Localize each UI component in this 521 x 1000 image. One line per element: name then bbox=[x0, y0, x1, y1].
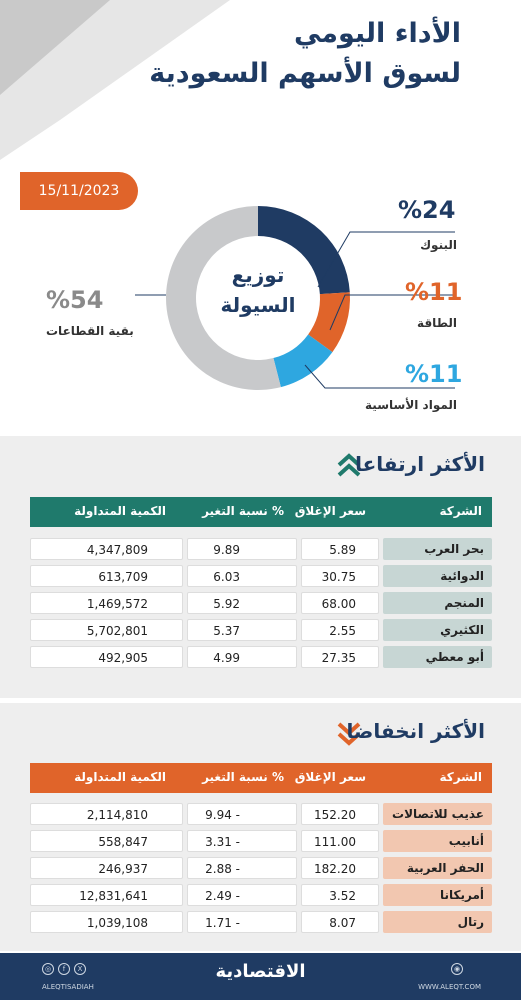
leader-line-materials bbox=[304, 364, 455, 389]
cell-company: رتال bbox=[383, 911, 492, 933]
cell-volume: 1,039,108 bbox=[30, 911, 183, 933]
arrow-up-icon bbox=[337, 453, 361, 477]
slice-value-materials: %11 bbox=[405, 360, 463, 388]
date-badge: 15/11/2023 bbox=[20, 172, 138, 210]
table-row: 12,831,641 2.49 -3.52 أمريكانا bbox=[30, 884, 492, 906]
gainers-table-header: الشركة سعر الإغلاق نسبة التغير % الكمية … bbox=[30, 497, 492, 527]
cell-volume: 613,709 bbox=[30, 565, 183, 587]
cell-company: أنابيب bbox=[383, 830, 492, 852]
header-decoration bbox=[0, 0, 230, 160]
losers-title: الأكثر انخفاضا bbox=[346, 719, 485, 743]
cell-company: بحر العرب bbox=[383, 538, 492, 560]
cell-volume: 246,937 bbox=[30, 857, 183, 879]
cell-close: 5.89 bbox=[301, 538, 379, 560]
cell-company: الكثيري bbox=[383, 619, 492, 641]
footer-website[interactable]: WWW.ALEQT.COM bbox=[418, 983, 481, 991]
cell-change: 9.94 - bbox=[187, 803, 297, 825]
cell-volume: 1,469,572 bbox=[30, 592, 183, 614]
slice-value-energy: %11 bbox=[405, 278, 463, 306]
cell-volume: 5,702,801 bbox=[30, 619, 183, 641]
cell-change: 3.31 - bbox=[187, 830, 297, 852]
cell-close: 27.35 bbox=[301, 646, 379, 668]
table-row: 246,937 2.88 -182.20 الحفر العربية bbox=[30, 857, 492, 879]
arrow-down-icon bbox=[337, 722, 361, 746]
cell-change: 9.89 bbox=[187, 538, 297, 560]
table-row: 613,709 6.03 30.75 الدوائية bbox=[30, 565, 492, 587]
cell-volume: 12,831,641 bbox=[30, 884, 183, 906]
cell-change: 5.92 bbox=[187, 592, 297, 614]
page-title: الأداء اليومي bbox=[293, 18, 461, 49]
table-row: 1,039,108 1.71 -8.07 رتال bbox=[30, 911, 492, 933]
x-icon[interactable]: X bbox=[74, 963, 86, 975]
cell-volume: 2,114,810 bbox=[30, 803, 183, 825]
footer: ◎ f X ALEQTISADIAH الاقتصادية ◉ WWW.ALEQ… bbox=[0, 953, 521, 1000]
slice-value-others: %54 bbox=[46, 286, 104, 314]
table-row: 5,702,801 5.37 2.55 الكثيري bbox=[30, 619, 492, 641]
col-name: الشركة bbox=[439, 504, 482, 518]
cell-close: 2.55 bbox=[301, 619, 379, 641]
table-row: 2,114,810 9.94 -152.20 عذيب للاتصالات bbox=[30, 803, 492, 825]
cell-change: 4.99 bbox=[187, 646, 297, 668]
slice-label-materials: المواد الأساسية bbox=[365, 398, 457, 412]
cell-volume: 4,347,809 bbox=[30, 538, 183, 560]
cell-company: عذيب للاتصالات bbox=[383, 803, 492, 825]
donut-center-label-2: السيولة bbox=[220, 293, 295, 317]
cell-close: 8.07 bbox=[301, 911, 379, 933]
cell-close: 68.00 bbox=[301, 592, 379, 614]
col-close: سعر الإغلاق bbox=[294, 504, 366, 518]
cell-company: أمريكانا bbox=[383, 884, 492, 906]
cell-volume: 558,847 bbox=[30, 830, 183, 852]
cell-close: 152.20 bbox=[301, 803, 379, 825]
col-change: نسبة التغير % bbox=[202, 504, 284, 518]
cell-close: 182.20 bbox=[301, 857, 379, 879]
slice-label-others: بقية القطاعات bbox=[46, 324, 134, 338]
cell-company: الدوائية bbox=[383, 565, 492, 587]
footer-handle[interactable]: ALEQTISADIAH bbox=[42, 983, 94, 991]
col-change: نسبة التغير % bbox=[202, 770, 284, 784]
slice-label-energy: الطاقة bbox=[417, 316, 457, 330]
slice-value-banks: %24 bbox=[398, 196, 456, 224]
liquidity-donut-chart: توزيع السيولة bbox=[135, 206, 455, 390]
instagram-icon[interactable]: ◎ bbox=[42, 963, 54, 975]
losers-section: الأكثر انخفاضا bbox=[0, 703, 521, 951]
header: الأداء اليومي لسوق الأسهم السعودية bbox=[0, 0, 521, 160]
brand-logo: الاقتصادية bbox=[215, 961, 306, 982]
cell-change: 5.37 bbox=[187, 619, 297, 641]
gainers-title: الأكثر ارتفاعا bbox=[355, 452, 485, 476]
table-row: 1,469,572 5.92 68.00 المنجم bbox=[30, 592, 492, 614]
cell-volume: 492,905 bbox=[30, 646, 183, 668]
leader-line-energy bbox=[329, 294, 455, 331]
donut-center-label-1: توزيع bbox=[232, 263, 285, 287]
slice-label-banks: البنوك bbox=[420, 238, 457, 252]
cell-company: أبو معطي bbox=[383, 646, 492, 668]
facebook-icon[interactable]: f bbox=[58, 963, 70, 975]
page-subtitle: لسوق الأسهم السعودية bbox=[149, 58, 461, 89]
cell-company: الحفر العربية bbox=[383, 857, 492, 879]
table-row: 492,905 4.99 27.35 أبو معطي bbox=[30, 646, 492, 668]
donut-slice-materials bbox=[273, 334, 333, 388]
cell-company: المنجم bbox=[383, 592, 492, 614]
col-volume: الكمية المتداولة bbox=[74, 504, 166, 518]
cell-close: 3.52 bbox=[301, 884, 379, 906]
cell-change: 2.49 - bbox=[187, 884, 297, 906]
donut-slice-others bbox=[166, 206, 281, 390]
cell-close: 111.00 bbox=[301, 830, 379, 852]
table-row: 4,347,809 9.89 5.89 بحر العرب bbox=[30, 538, 492, 560]
leader-line-banks bbox=[317, 231, 455, 288]
web-icon[interactable]: ◉ bbox=[451, 963, 463, 975]
cell-change: 2.88 - bbox=[187, 857, 297, 879]
cell-change: 1.71 - bbox=[187, 911, 297, 933]
cell-change: 6.03 bbox=[187, 565, 297, 587]
cell-close: 30.75 bbox=[301, 565, 379, 587]
table-row: 558,847 3.31 -111.00 أنابيب bbox=[30, 830, 492, 852]
col-name: الشركة bbox=[439, 770, 482, 784]
losers-table-header: الشركة سعر الإغلاق نسبة التغير % الكمية … bbox=[30, 763, 492, 793]
col-close: سعر الإغلاق bbox=[294, 770, 366, 784]
col-volume: الكمية المتداولة bbox=[74, 770, 166, 784]
